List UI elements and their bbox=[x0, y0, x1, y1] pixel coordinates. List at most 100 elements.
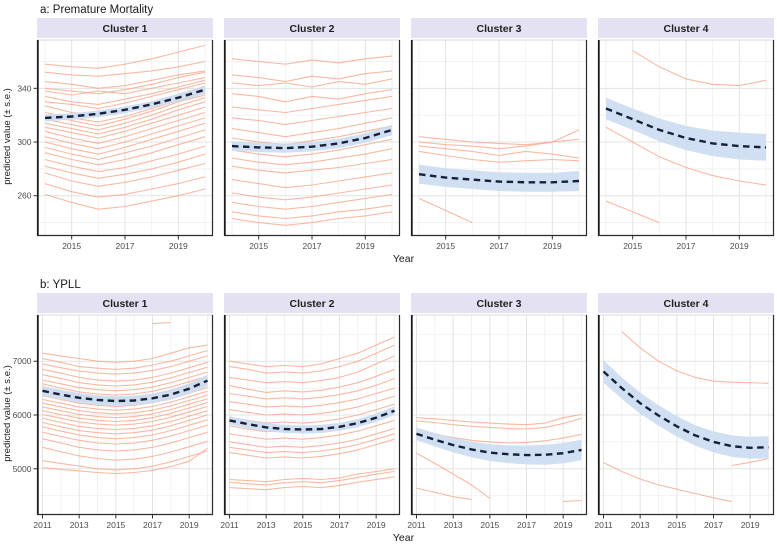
panel-border bbox=[410, 314, 588, 516]
y-axis: 5000 6000 7000 bbox=[13, 356, 37, 474]
x-tick-label: 2015 bbox=[623, 241, 642, 251]
panel-border bbox=[223, 39, 401, 237]
trajectory-lines bbox=[605, 50, 767, 224]
trajectory-line bbox=[44, 188, 206, 210]
trajectory-line bbox=[229, 468, 395, 483]
y-tick-label: 6000 bbox=[13, 410, 32, 420]
trajectory-lines bbox=[418, 129, 580, 224]
trajectory-line bbox=[731, 457, 769, 467]
facet-cluster-4-b: Cluster 4 2011 2013 2015 2017 2019 bbox=[594, 293, 775, 530]
trajectory-line bbox=[42, 402, 208, 423]
trajectory-line bbox=[229, 336, 395, 368]
trajectory-line bbox=[231, 204, 393, 220]
trajectory-line bbox=[229, 470, 395, 486]
facet-cluster-2-b: Cluster 2 2011 2013 2015 2017 2019 bbox=[220, 293, 401, 530]
x-tick-label: 2019 bbox=[730, 241, 749, 251]
chart-a-wrap: predicted value (± s.e.) Cluster 1 2015 20… bbox=[0, 18, 777, 254]
x-tick-label: 2013 bbox=[257, 520, 276, 530]
facet-cluster-1-a: Cluster 1 2015 2017 2019 260 300 340 bbox=[17, 18, 214, 251]
x-axis-label-b: Year bbox=[392, 532, 415, 544]
trajectory-line bbox=[44, 82, 206, 110]
x-tick-label: 2015 bbox=[249, 241, 268, 251]
trajectory-line bbox=[44, 122, 206, 155]
x-tick-label: 2017 bbox=[116, 241, 135, 251]
trajectory-line bbox=[44, 77, 206, 96]
trajectory-line bbox=[42, 390, 208, 411]
x-axis: 2015 2017 2019 bbox=[436, 236, 562, 251]
facet-strip-label: Cluster 2 bbox=[290, 298, 335, 310]
x-axis: 2015 2017 2019 bbox=[62, 236, 188, 251]
gridlines bbox=[411, 40, 587, 236]
trajectory-line bbox=[42, 410, 208, 431]
chart-b-wrap: predicted value (± s.e.) Cluster 1 2011 20… bbox=[0, 293, 777, 533]
trajectory-line bbox=[42, 431, 208, 452]
trajectory-line bbox=[231, 211, 393, 226]
trajectory-line bbox=[44, 176, 206, 198]
plot-b-title: b: YPLL bbox=[40, 279, 81, 291]
trajectory-line bbox=[44, 117, 206, 150]
x-tick-label: 2019 bbox=[180, 520, 199, 530]
trajectory-line bbox=[231, 138, 393, 158]
x-tick-label: 2017 bbox=[330, 520, 349, 530]
x-axis: 2015 2017 2019 bbox=[249, 236, 375, 251]
trajectory-line bbox=[44, 60, 206, 77]
facet-cluster-1-b: Cluster 1 2011 2013 2015 2017 2019 5000 6000 700… bbox=[13, 293, 214, 530]
facet-strip bbox=[224, 18, 400, 38]
trajectory-line bbox=[44, 106, 206, 139]
trajectory-line bbox=[416, 417, 582, 430]
trajectory-line bbox=[231, 158, 393, 174]
mean-line bbox=[418, 173, 580, 184]
trajectory-line bbox=[418, 138, 580, 150]
trajectory-line bbox=[42, 394, 208, 415]
trajectory-line bbox=[42, 405, 208, 426]
facet-strip-label: Cluster 4 bbox=[664, 298, 709, 310]
y-tick-label: 300 bbox=[17, 137, 31, 147]
x-tick-label: 2011 bbox=[594, 520, 613, 530]
y-tick-label: 7000 bbox=[13, 356, 32, 366]
x-tick-label: 2013 bbox=[444, 520, 463, 530]
trajectory-line bbox=[231, 55, 393, 65]
x-axis: 2011 2013 2015 2017 2019 bbox=[594, 515, 760, 530]
trajectory-line bbox=[229, 355, 395, 384]
x-axis: 2011 2013 2015 2017 2019 bbox=[33, 515, 199, 530]
row-gap bbox=[0, 266, 777, 278]
x-axis: 2015 2017 2019 bbox=[623, 236, 749, 251]
mean-line bbox=[44, 88, 206, 120]
gridlines bbox=[224, 315, 400, 515]
x-tick-label: 2019 bbox=[367, 520, 386, 530]
trajectory-line bbox=[229, 433, 395, 454]
trajectory-line bbox=[152, 321, 171, 325]
facet-strip-label: Cluster 1 bbox=[103, 298, 148, 310]
facet-strip-label: Cluster 2 bbox=[290, 23, 335, 35]
trajectory-line bbox=[229, 395, 395, 416]
trajectory-lines bbox=[603, 331, 769, 503]
trajectory-line bbox=[42, 414, 208, 435]
trajectory-line bbox=[229, 438, 395, 459]
trajectory-line bbox=[231, 184, 393, 201]
trajectory-line bbox=[42, 450, 208, 471]
facet-strip-label: Cluster 1 bbox=[103, 23, 148, 35]
trajectory-line bbox=[416, 452, 491, 499]
x-axis-label-a: Year bbox=[392, 253, 415, 265]
trajectory-line bbox=[229, 419, 395, 440]
trajectory-line bbox=[231, 172, 393, 189]
chart-a-canvas: Cluster 1 2015 2017 2019 260 300 340 Cluster 2 2… bbox=[17, 18, 775, 251]
trajectory-line bbox=[229, 427, 395, 448]
x-tick-label: 2019 bbox=[554, 520, 573, 530]
facet-cluster-2-a: Cluster 2 2015 2017 2019 bbox=[223, 18, 401, 251]
x-tick-label: 2011 bbox=[33, 520, 52, 530]
facet-strip bbox=[224, 293, 400, 313]
trajectory-line bbox=[42, 375, 208, 396]
trajectory-line bbox=[229, 387, 395, 408]
x-tick-label: 2019 bbox=[356, 241, 375, 251]
mean-line bbox=[602, 370, 769, 450]
x-tick-label: 2019 bbox=[741, 520, 760, 530]
x-tick-label: 2015 bbox=[667, 520, 686, 530]
mean-line bbox=[231, 128, 393, 150]
trajectory-line bbox=[605, 200, 660, 224]
trajectory-line bbox=[42, 344, 208, 363]
trajectory-line bbox=[231, 107, 393, 126]
facet-strip-label: Cluster 3 bbox=[477, 298, 522, 310]
x-tick-label: 2019 bbox=[169, 241, 188, 251]
facet-cluster-3-b: Cluster 3 2011 2013 2015 2017 2019 bbox=[407, 293, 588, 530]
